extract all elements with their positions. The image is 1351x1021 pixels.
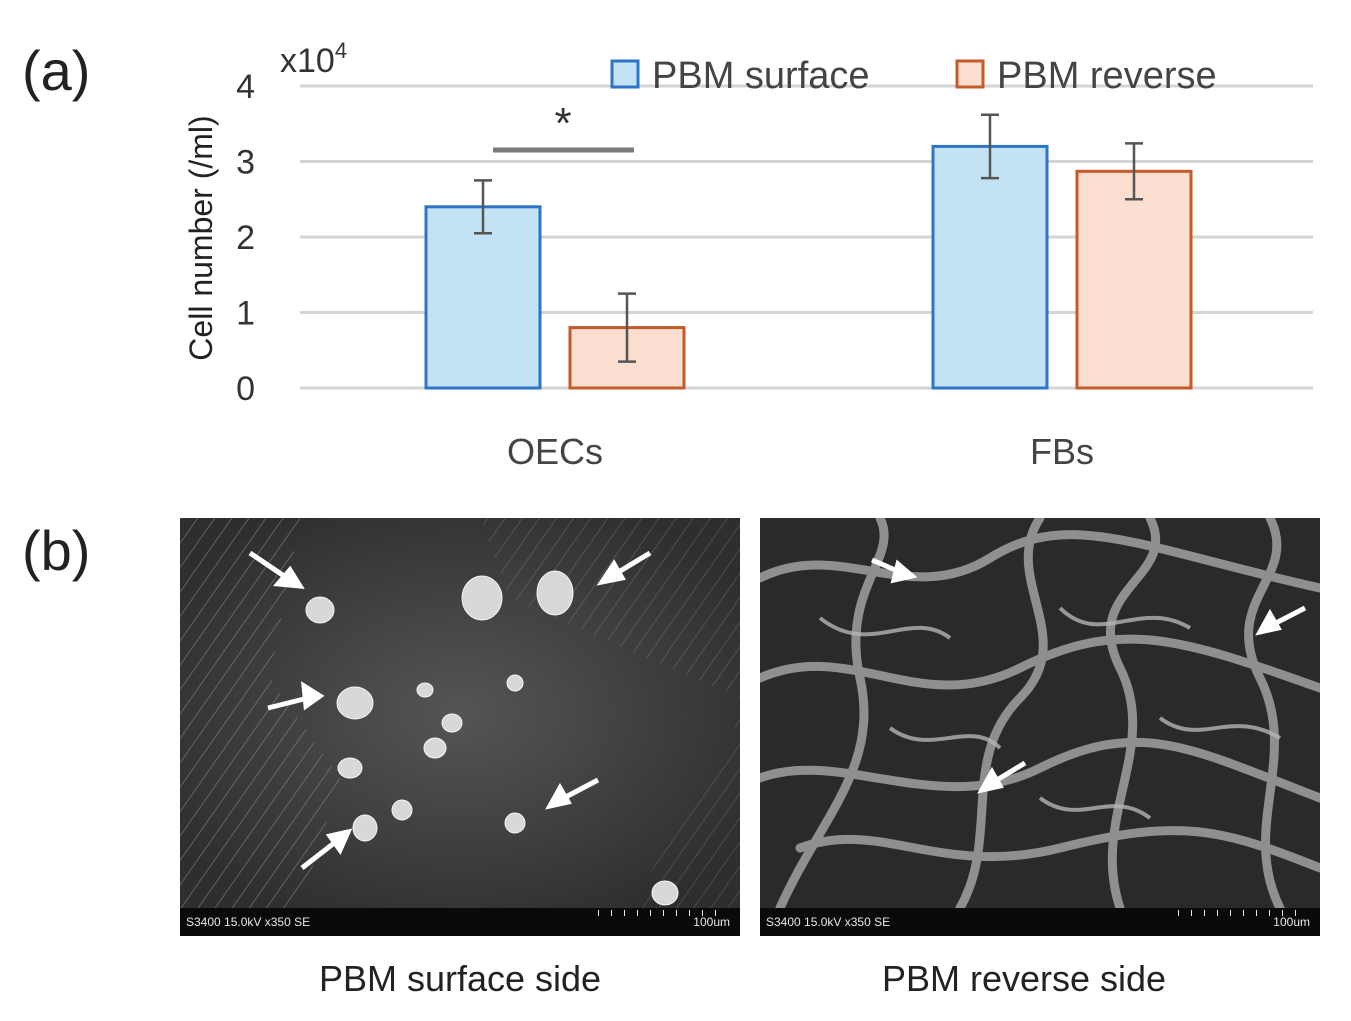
sem-image-surface: S3400 15.0kV x350 SE 100um [180, 518, 740, 936]
panel-label-b: (b) [22, 519, 91, 582]
y-tick-label: 3 [236, 144, 255, 182]
legend-label: PBM surface [652, 55, 870, 97]
sem-texture-surface [180, 518, 740, 908]
legend-label: PBM reverse [997, 55, 1217, 97]
bar [1075, 169, 1193, 390]
bar [931, 144, 1049, 390]
scale-unit-reverse: 100um [1273, 915, 1310, 929]
arrow-icons-reverse [871, 557, 1307, 794]
caption-surface: PBM surface side [318, 958, 602, 999]
y-multiplier: x104 [280, 38, 347, 80]
legend-swatch [610, 59, 640, 89]
bar-chart: 0 1 2 3 4 x104 Cell number (/ml) OECs FBs * PBM su… [183, 38, 1313, 472]
sem-texture-reverse [760, 518, 1320, 908]
sem-image-reverse: S3400 15.0kV x350 SE 100um [760, 518, 1320, 936]
y-tick-label: 0 [236, 370, 255, 408]
arrow-icons [248, 550, 652, 870]
scale-unit: 100um [693, 915, 730, 929]
sem-info: S3400 15.0kV x350 SE [186, 915, 311, 929]
caption-reverse: PBM reverse side [881, 958, 1167, 999]
legend-swatch [955, 59, 985, 89]
y-tick-label: 4 [236, 68, 255, 106]
scale-ticks-reverse [1178, 910, 1308, 916]
scale-bar: S3400 15.0kV x350 SE 100um [180, 908, 740, 936]
sem-info-reverse: S3400 15.0kV x350 SE [766, 915, 891, 929]
y-tick-label: 1 [236, 295, 255, 333]
significance-marker: * [554, 99, 571, 148]
scale-ticks [598, 910, 728, 916]
scale-bar-reverse: S3400 15.0kV x350 SE 100um [760, 908, 1320, 936]
y-tick-label: 2 [236, 219, 255, 257]
bar [424, 205, 542, 390]
panel-label-a: (a) [22, 39, 91, 102]
x-tick-label: OECs [507, 431, 603, 472]
y-axis-label: Cell number (/ml) [183, 115, 219, 360]
x-tick-label: FBs [1030, 431, 1094, 472]
